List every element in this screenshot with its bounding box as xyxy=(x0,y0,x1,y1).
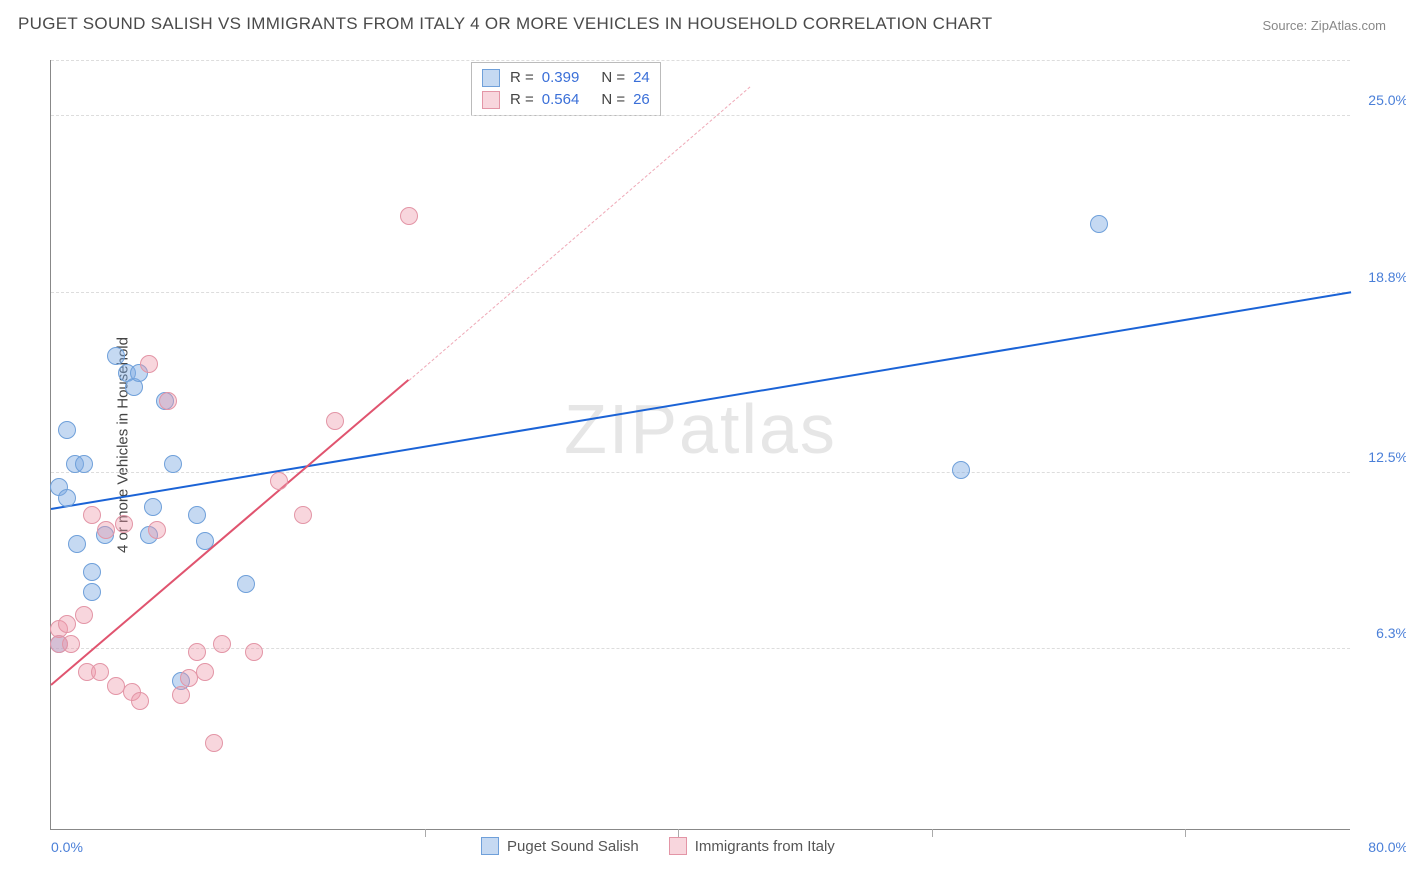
legend-item: Immigrants from Italy xyxy=(669,837,835,855)
data-point xyxy=(97,521,115,539)
chart-title: PUGET SOUND SALISH VS IMMIGRANTS FROM IT… xyxy=(18,14,992,34)
data-point xyxy=(164,455,182,473)
data-point xyxy=(75,606,93,624)
n-value: 26 xyxy=(633,89,650,111)
data-point xyxy=(326,412,344,430)
y-tick-label: 18.8% xyxy=(1368,269,1406,285)
gridline xyxy=(51,472,1350,473)
data-point xyxy=(213,635,231,653)
y-tick-label: 12.5% xyxy=(1368,449,1406,465)
x-min-label: 0.0% xyxy=(51,839,83,855)
data-point xyxy=(952,461,970,479)
legend-label: Puget Sound Salish xyxy=(507,838,639,855)
data-point xyxy=(205,734,223,752)
legend-label: Immigrants from Italy xyxy=(695,838,835,855)
x-tick xyxy=(932,829,933,837)
data-point xyxy=(196,663,214,681)
data-point xyxy=(270,472,288,490)
data-point xyxy=(1090,215,1108,233)
legend-swatch xyxy=(481,837,499,855)
y-tick-label: 6.3% xyxy=(1376,625,1406,641)
data-point xyxy=(83,506,101,524)
data-point xyxy=(172,686,190,704)
legend-row: R = 0.399 N = 24 xyxy=(482,67,650,89)
data-point xyxy=(188,506,206,524)
gridline xyxy=(51,292,1350,293)
data-point xyxy=(91,663,109,681)
data-point xyxy=(400,207,418,225)
y-tick-label: 25.0% xyxy=(1368,92,1406,108)
data-point xyxy=(148,521,166,539)
legend-swatch xyxy=(482,69,500,87)
data-point xyxy=(75,455,93,473)
data-point xyxy=(58,615,76,633)
r-label: R = xyxy=(510,89,534,111)
gridline xyxy=(51,60,1350,61)
n-value: 24 xyxy=(633,67,650,89)
data-point xyxy=(159,392,177,410)
source-label: Source: ZipAtlas.com xyxy=(1262,18,1386,33)
data-point xyxy=(58,489,76,507)
legend-item: Puget Sound Salish xyxy=(481,837,639,855)
n-label: N = xyxy=(601,89,625,111)
gridline xyxy=(51,115,1350,116)
data-point xyxy=(294,506,312,524)
data-point xyxy=(140,355,158,373)
data-point xyxy=(68,535,86,553)
r-value: 0.399 xyxy=(542,67,580,89)
correlation-legend: R = 0.399 N = 24 R = 0.564 N = 26 xyxy=(471,62,661,116)
n-label: N = xyxy=(601,67,625,89)
r-value: 0.564 xyxy=(542,89,580,111)
data-point xyxy=(144,498,162,516)
data-point xyxy=(115,515,133,533)
data-point xyxy=(237,575,255,593)
x-tick xyxy=(425,829,426,837)
trend-line-extrapolated xyxy=(408,87,750,381)
data-point xyxy=(245,643,263,661)
data-point xyxy=(131,692,149,710)
trend-line xyxy=(51,291,1351,510)
scatter-plot: 4 or more Vehicles in Household ZIPatlas… xyxy=(50,60,1350,830)
data-point xyxy=(62,635,80,653)
legend-row: R = 0.564 N = 26 xyxy=(482,89,650,111)
data-point xyxy=(58,421,76,439)
data-point xyxy=(83,583,101,601)
legend-swatch xyxy=(669,837,687,855)
data-point xyxy=(107,347,125,365)
data-point xyxy=(188,643,206,661)
data-point xyxy=(83,563,101,581)
x-tick xyxy=(678,829,679,837)
legend-swatch xyxy=(482,91,500,109)
x-max-label: 80.0% xyxy=(1368,839,1406,855)
series-legend: Puget Sound Salish Immigrants from Italy xyxy=(481,837,835,855)
r-label: R = xyxy=(510,67,534,89)
x-tick xyxy=(1185,829,1186,837)
